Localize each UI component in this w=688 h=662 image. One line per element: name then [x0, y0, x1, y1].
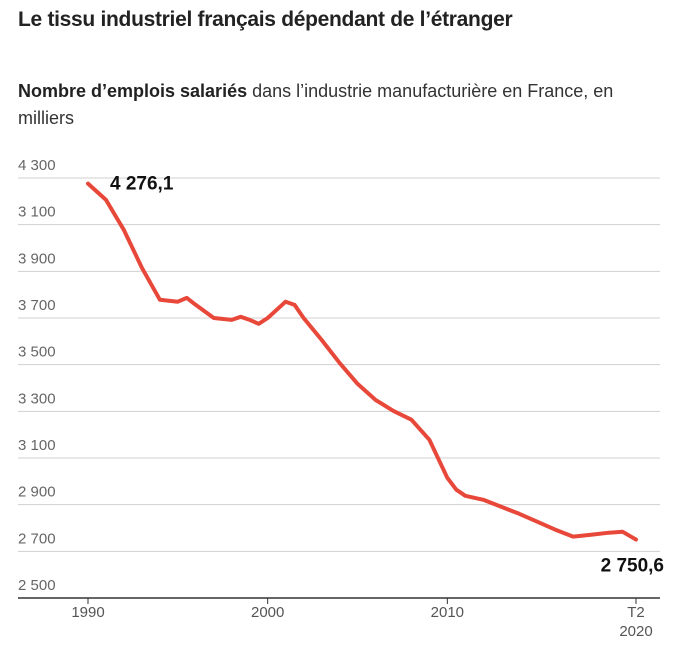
y-tick-label: 3 300: [18, 390, 56, 407]
x-tick-label: T2 2020: [619, 604, 653, 640]
chart-subtitle: Nombre d’emplois salariés dans l’industr…: [18, 78, 658, 132]
y-tick-label: 3 500: [18, 344, 56, 361]
x-tick-label: 1990: [71, 604, 105, 621]
y-tick-label: 3 100: [18, 437, 56, 454]
y-tick-label: 4 300: [18, 157, 56, 174]
y-tick-label: 2 500: [18, 577, 56, 594]
y-tick-label: 3 100: [18, 204, 56, 221]
x-tick-label: 2010: [430, 604, 465, 621]
data-label: 2 750,6: [601, 556, 664, 577]
x-tick-label: 2000: [250, 604, 285, 621]
data-label: 4 276,1: [110, 174, 174, 195]
y-tick-label: 3 700: [18, 297, 56, 314]
y-tick-label: 2 900: [18, 484, 56, 501]
data-line: [86, 181, 638, 542]
chart-title: Le tissu industriel français dépendant d…: [18, 8, 513, 31]
subtitle-text: dans l’industrie manufacturière en Franc…: [18, 81, 614, 128]
y-tick-label: 3 900: [18, 250, 56, 267]
y-tick-label: 2 700: [18, 530, 56, 547]
subtitle-bold: Nombre d’emplois salariés: [18, 81, 248, 101]
